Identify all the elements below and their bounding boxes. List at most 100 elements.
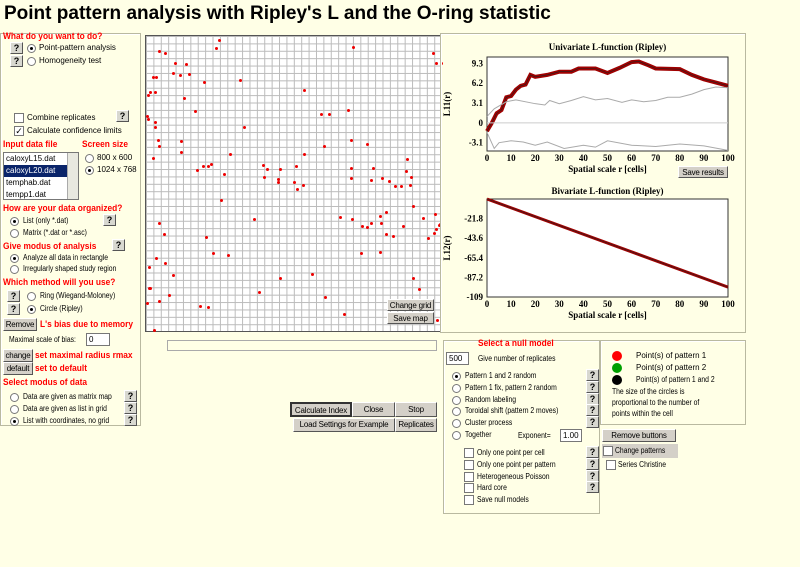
help-button[interactable]: ? [116,110,129,122]
file-item-selected[interactable]: caloxyL20.dat [4,165,78,177]
map-point [432,52,436,55]
help-button[interactable]: ? [586,404,599,417]
series-christine-checkbox[interactable] [606,460,616,470]
scrollbar[interactable] [67,153,78,199]
null-option-checkbox[interactable] [464,495,474,506]
radio-null-model[interactable] [452,419,461,429]
radio-analyze-all[interactable] [10,254,19,263]
label: Give number of replicates [478,354,556,363]
help-button[interactable]: ? [586,457,599,470]
stop-button[interactable]: Stop [395,402,437,417]
change-grid-button[interactable]: Change grid [387,299,434,311]
save-results-button[interactable]: Save results [678,166,728,178]
radio-ring[interactable] [27,292,36,301]
combine-replicates-checkbox[interactable] [14,113,24,123]
remove-buttons-button[interactable]: Remove buttons [602,429,676,442]
legend-p12: Point(s) of pattern 1 and 2 [636,375,715,384]
help-button[interactable]: ? [103,214,116,226]
radio-circle[interactable] [27,305,36,314]
help-button[interactable]: ? [586,416,599,429]
radio-null-model[interactable] [452,383,461,393]
radio-irregular[interactable] [10,265,19,274]
x-tick-label: 10 [507,153,516,163]
max-bias-input[interactable]: 0 [86,333,110,346]
file-item[interactable]: temphab.dat [6,178,51,187]
chart-title: Univariate L-function (Ripley) [549,42,667,52]
radio-null-model[interactable] [452,395,461,405]
help-button[interactable]: ? [586,380,599,393]
map-point [171,72,175,76]
radio-null-model[interactable] [452,372,461,381]
replicates-button[interactable]: Replicates [395,418,437,432]
map-point [434,228,438,231]
radio-null-model[interactable] [452,407,461,417]
radio-800x600[interactable] [85,154,94,163]
help-button[interactable]: ? [124,414,137,426]
null-option-checkbox[interactable] [464,459,474,470]
map-point [195,169,199,172]
help-button[interactable]: ? [586,446,599,458]
change-patterns-checkbox[interactable] [603,446,613,456]
confidence-limits-checkbox[interactable]: ✓ [14,126,24,136]
radio-null-model[interactable] [452,431,461,440]
progress-bar [167,340,437,351]
page-title: Point pattern analysis with Ripley's L a… [4,3,551,24]
map-point [296,188,299,192]
save-map-button[interactable]: Save map [387,312,434,324]
change-button[interactable]: change [3,349,33,362]
radio-matrix-map[interactable] [10,393,19,402]
map-point [402,224,405,228]
help-button[interactable]: ? [10,55,23,67]
map-point [155,75,158,79]
radio-list-coords[interactable] [10,417,19,426]
map-point [194,110,197,113]
observed-line-core [486,61,729,132]
help-button[interactable]: ? [586,369,599,381]
plot-area [486,198,729,298]
exponent-input[interactable]: 1.00 [560,429,582,442]
map-point [227,254,230,258]
file-item[interactable]: caloxyL15.dat [6,154,56,163]
map-point [436,318,439,322]
null-model-label: Pattern 1 fix, pattern 2 random [465,382,557,392]
file-list[interactable]: caloxyL15.dat caloxyL20.dat temphab.dat … [3,152,79,200]
map-point [405,158,409,162]
null-option-checkbox[interactable] [464,448,474,458]
radio-1024x768[interactable] [85,166,94,175]
x-tick-label: 30 [555,153,565,163]
replicates-input[interactable]: 500 [446,352,469,365]
map-point [346,109,350,112]
null-option-checkbox[interactable] [464,471,474,482]
map-point [372,166,376,170]
help-button[interactable]: ? [7,290,20,302]
file-item[interactable]: tempp1.dat [6,190,47,199]
change-patterns-toggle[interactable] [602,444,678,458]
default-button[interactable]: default [3,362,33,375]
radio-point-pattern[interactable] [27,44,36,53]
map-point [179,74,183,77]
map-point [384,211,388,215]
null-option-label: Heterogeneous Poisson [477,471,550,481]
radio-list[interactable] [10,217,19,226]
help-button[interactable]: ? [112,239,125,251]
null-option-checkbox[interactable] [464,483,474,494]
map-point [409,184,413,188]
map-point [147,265,151,269]
load-settings-button[interactable]: Load Settings for Example [293,418,395,432]
lower-envelope-line [486,132,729,151]
radio-list-grid[interactable] [10,405,19,414]
help-button[interactable]: ? [124,390,137,402]
help-button[interactable]: ? [586,481,599,494]
calculate-index-button[interactable]: Calculate Index [290,402,352,417]
help-button[interactable]: ? [124,402,137,414]
map-point [212,252,216,255]
help-button[interactable]: ? [10,42,23,54]
help-button[interactable]: ? [586,392,599,405]
remove-button[interactable]: Remove [3,318,37,331]
radio-homogeneity[interactable] [27,57,36,66]
help-button[interactable]: ? [7,303,20,315]
close-button[interactable]: Close [352,402,395,417]
help-button[interactable]: ? [586,469,599,482]
radio-matrix[interactable] [10,229,19,238]
bias-label: L's bias due to memory [40,319,134,330]
